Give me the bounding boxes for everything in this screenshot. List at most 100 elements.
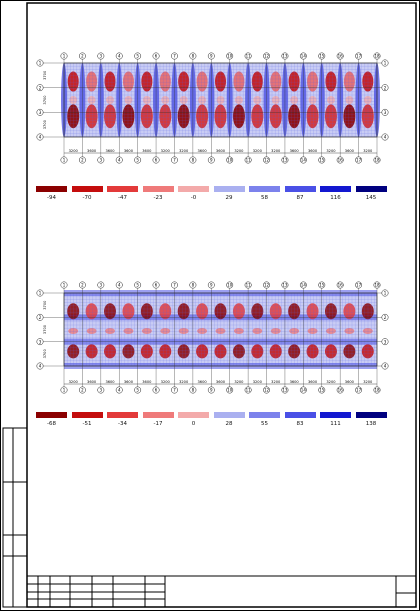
legend-value: 29 [225,195,233,201]
legend-item: 55 [249,412,280,434]
grid-axis-bubble [281,156,289,164]
legend-swatch [142,412,174,418]
grid-axis-bubble [373,156,381,164]
grid-axis-label: 9 [210,283,213,288]
grid-axis-bubble [355,281,363,289]
grid-axis-bubble [171,386,178,394]
span-dimension: 3200 [253,380,263,384]
grid-axis-bubble [134,281,142,289]
span-dimension: 3600 [105,380,115,384]
legend-plot-2: -68 -51 -34 -17 0 28 55 83 111 138 [36,412,392,434]
row-axis-bubble [381,289,389,297]
grid-axis-bubble [115,281,123,289]
grid-axis-bubble [263,156,270,164]
span-dimension: 3600 [87,380,97,384]
grid-axis-label: 8 [192,54,195,59]
grid-axis-label: 16 [338,388,344,393]
grid-axis-bubble [60,156,68,164]
legend-item: -94 [36,186,67,208]
row-dimension: 3700 [43,95,47,105]
row-dimension: 3700 [43,70,47,80]
legend-swatch [36,412,67,418]
grid-axis-label: 11 [246,283,252,288]
legend-item: 116 [320,186,351,208]
row-axis-bubble [36,108,44,116]
span-dimension: 3600 [87,149,97,153]
span-dimension: 3600 [124,380,134,384]
grid-axis-label: 17 [356,283,362,288]
span-dimension: 3600 [308,149,318,153]
legend-swatch [71,412,103,418]
grid-axis-bubble [263,281,270,289]
grid-axis-bubble [152,52,160,60]
grid-axis-bubble [226,281,234,289]
span-dimension: 3600 [105,149,115,153]
grid-axis-label: 7 [173,388,176,393]
grid-axis-bubble [134,386,142,394]
legend-value: 138 [365,421,377,427]
legend-swatch [355,186,387,192]
span-dimension: 3200 [69,380,79,384]
grid-axis-label: 12 [264,388,270,393]
grid-axis-label: 3 [100,283,103,288]
grid-axis-label: 15 [319,54,325,59]
grid-axis-label: 3 [100,54,103,59]
legend-value: 116 [330,195,341,201]
grid-axis-bubble [60,386,68,394]
legend-value: -68 [47,421,56,427]
grid-axis-label: 12 [264,158,270,163]
span-dimension: 3600 [345,149,355,153]
legend-item: 138 [355,412,387,434]
grid-axis-bubble [207,156,215,164]
span-dimension: 3200 [271,149,281,153]
span-dimension: 3200 [326,380,336,384]
row-axis-label: 2 [384,85,387,90]
grid-axis-bubble [97,156,105,164]
grid-axis-bubble [115,386,123,394]
legend-swatch [284,412,316,418]
grid-axis-bubble [97,281,105,289]
grid-axis-bubble [299,281,307,289]
span-dimension: 3600 [142,149,152,153]
span-dimension: 3200 [161,149,171,153]
legend-swatch [213,186,245,192]
grid-axis-bubble [355,156,363,164]
span-dimension: 3200 [69,149,79,153]
grid-axis-bubble [244,52,252,60]
grid-axis-label: 17 [356,158,362,163]
grid-axis-label: 10 [227,388,233,393]
row-axis-bubble [381,313,389,321]
legend-swatch [213,412,245,418]
legend-swatch [107,412,138,418]
span-dimension: 3600 [198,149,208,153]
grid-axis-bubble [207,386,215,394]
row-axis-label: 3 [384,339,387,344]
legend-item: -23 [142,186,174,208]
grid-axis-bubble [189,281,197,289]
legend-item: 58 [249,186,280,208]
span-dimension: 3200 [179,380,189,384]
grid-axis-bubble [281,281,289,289]
grid-axis-label: 5 [136,54,139,59]
grid-axis-bubble [355,52,363,60]
legend-swatch [320,186,351,192]
title-block [26,575,417,608]
grid-axis-label: 5 [136,388,139,393]
grid-axis-bubble [78,156,86,164]
grid-axis-bubble [134,52,142,60]
row-axis-label: 4 [39,135,42,140]
grid-axis-bubble [263,52,270,60]
grid-axis-bubble [78,386,86,394]
legend-value: -70 [82,195,92,201]
row-axis-label: 4 [384,364,387,369]
legend-item: 28 [213,412,245,434]
grid-axis-bubble [115,52,123,60]
grid-axis-bubble [318,52,326,60]
legend-item: -34 [107,412,138,434]
grid-axis-label: 14 [301,54,307,59]
row-axis-label: 4 [39,364,42,369]
legend-item: -70 [71,186,103,208]
grid-axis-bubble [226,156,234,164]
row-axis-bubble [381,108,389,116]
